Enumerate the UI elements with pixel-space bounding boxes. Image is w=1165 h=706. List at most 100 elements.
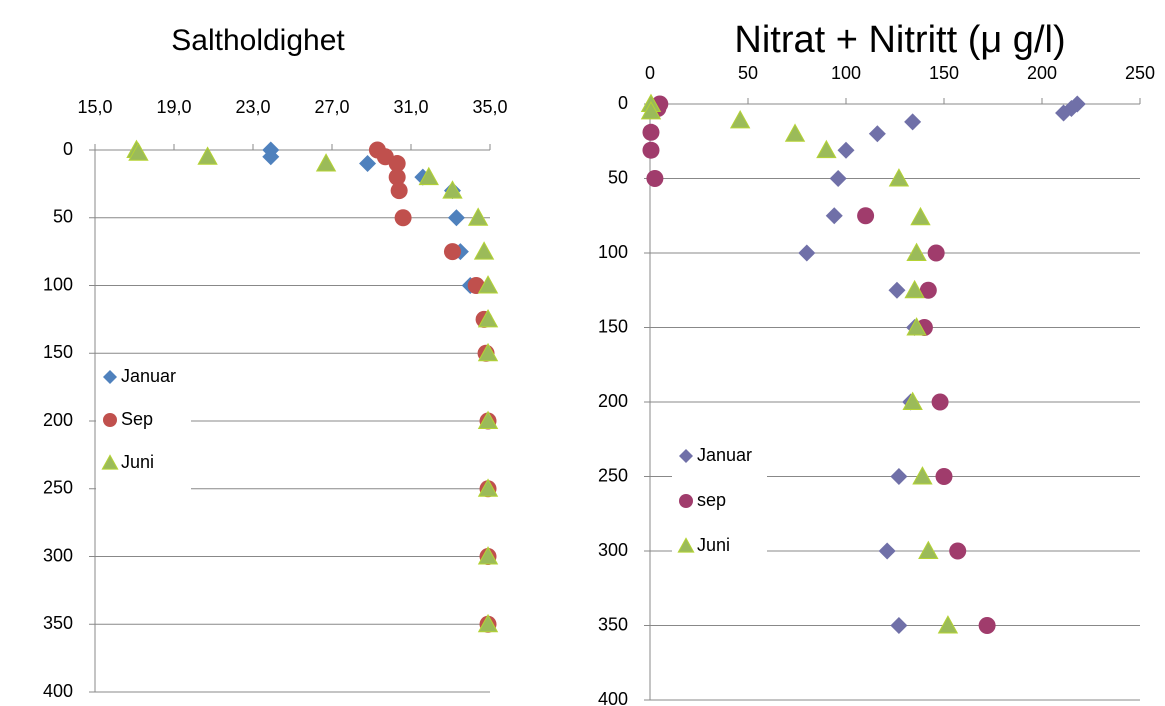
x-tick-label: 150 [929,63,959,83]
data-point [128,142,149,161]
legend-label: Januar [121,366,176,386]
data-point [418,166,439,186]
y-tick-label: 200 [43,410,73,430]
data-point [729,110,751,129]
data-point [912,466,933,485]
chart-title: Saltholdighet [171,24,345,57]
x-tick-label: 27,0 [314,97,349,117]
y-tick-label: 0 [618,93,628,113]
y-tick-label: 200 [598,391,628,411]
chart-title: Nitrat + Nitritt (μ g/l) [734,19,1065,61]
y-tick-label: 100 [43,274,73,294]
legend-label: Januar [697,445,752,465]
legend-marker [101,454,119,470]
data-point [359,155,377,173]
data-point [931,393,949,411]
data-point [890,617,908,634]
data-point [467,207,489,226]
data-point [902,391,923,410]
y-tick-label: 250 [43,478,73,498]
data-point [262,148,280,166]
data-point [906,317,927,336]
y-tick-label: 250 [598,465,628,485]
data-point [825,207,843,225]
x-tick-label: 35,0 [472,97,507,117]
x-tick-label: 0 [645,63,655,83]
y-tick-label: 300 [598,540,628,560]
data-point [473,241,495,260]
legend-marker [679,494,693,508]
data-point [646,170,664,187]
data-point [888,168,910,187]
y-tick-label: 400 [598,689,628,706]
data-point [878,542,896,560]
data-point [640,101,662,120]
data-point [949,542,967,560]
legend-label: sep [697,490,726,510]
data-point [477,410,499,429]
data-point [829,170,847,187]
y-tick-label: 150 [598,316,628,336]
data-point [937,615,959,634]
data-point [197,146,218,165]
y-tick-label: 100 [598,242,628,262]
data-point [906,242,927,261]
legend-label: Juni [697,535,730,555]
data-point [890,468,908,485]
x-tick-label: 200 [1027,63,1057,83]
data-point [477,546,499,565]
data-point [394,209,412,227]
data-point [477,342,499,362]
data-point [978,617,996,634]
data-point [477,275,499,294]
data-point [477,478,499,497]
data-point [919,281,937,299]
data-point [388,168,406,186]
data-point [442,180,463,199]
data-point [837,141,855,159]
data-point [477,308,499,328]
y-tick-label: 50 [53,207,73,227]
y-tick-label: 300 [43,545,73,565]
data-point [888,281,906,299]
data-point [816,139,837,159]
data-point [443,243,461,261]
legend-marker [103,413,117,427]
x-tick-label: 23,0 [235,97,270,117]
data-point [642,141,660,159]
data-point [477,613,499,633]
legend-box [672,438,767,579]
data-point [857,207,875,225]
x-tick-label: 15,0 [77,97,112,117]
y-tick-label: 150 [43,342,73,362]
data-point [1055,104,1073,122]
data-point [784,123,806,142]
data-point [798,244,816,262]
data-point [447,209,465,227]
data-point [868,125,886,143]
y-tick-label: 0 [63,139,73,159]
legend-marker [679,449,693,463]
y-tick-label: 350 [43,613,73,633]
y-tick-label: 400 [43,681,73,701]
x-tick-label: 31,0 [393,97,428,117]
x-tick-label: 19,0 [156,97,191,117]
data-point [390,182,408,200]
data-point [904,279,925,299]
x-tick-label: 100 [831,63,861,83]
data-point [910,206,931,226]
legend-label: Juni [121,452,154,472]
legend-marker [677,537,695,553]
x-tick-label: 50 [738,63,758,83]
y-tick-label: 50 [608,167,628,187]
data-point [927,244,945,262]
data-point [315,153,337,172]
data-point [918,540,939,559]
data-point [904,113,922,131]
y-tick-label: 350 [598,614,628,634]
data-point [388,155,406,173]
x-tick-label: 250 [1125,63,1155,83]
data-point [935,468,953,485]
legend-marker [103,370,117,384]
